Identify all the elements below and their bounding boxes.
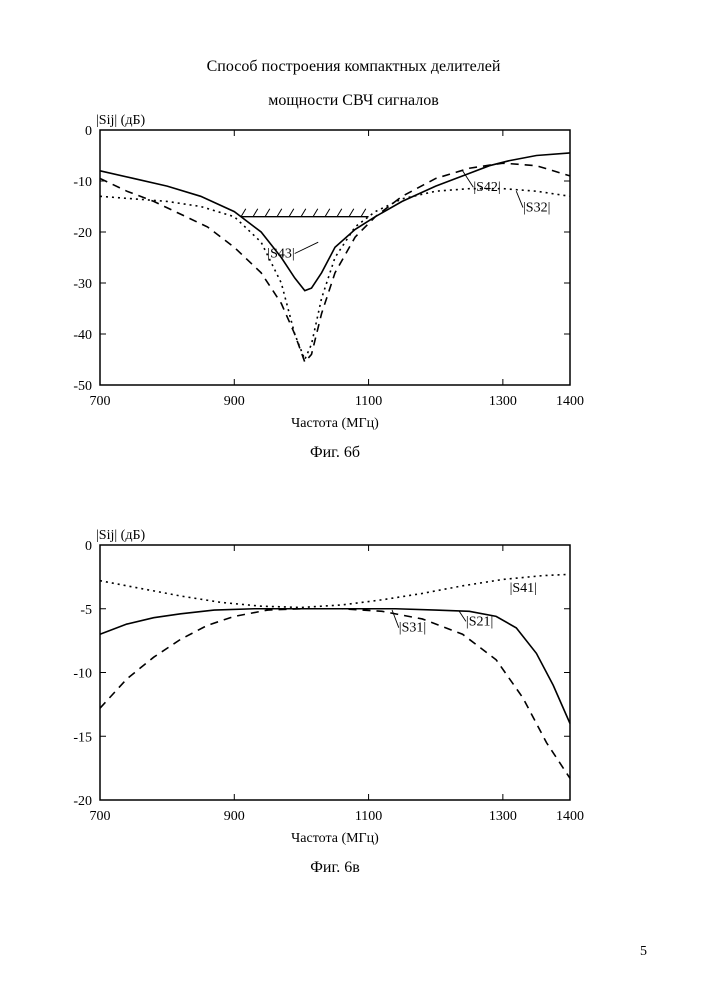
- svg-text:-20: -20: [73, 794, 92, 809]
- svg-text:|S31|: |S31|: [399, 621, 426, 636]
- svg-text:-5: -5: [80, 603, 92, 618]
- svg-text:|S42|: |S42|: [473, 180, 500, 195]
- svg-text:-15: -15: [73, 730, 92, 745]
- svg-text:Фиг. 6б: Фиг. 6б: [310, 444, 360, 461]
- doc-title-line1: Способ построения компактных делителей: [0, 58, 707, 76]
- svg-text:-50: -50: [73, 379, 92, 394]
- svg-text:0: 0: [85, 124, 92, 139]
- svg-text:|S21|: |S21|: [466, 614, 493, 629]
- chart-fig-6b: 700 900 1100 1300 1400 0 -10 -20 -30 -40 -50 |Sij| …: [38, 108, 600, 475]
- svg-text:700: 700: [90, 394, 111, 409]
- svg-text:|S41|: |S41|: [510, 581, 537, 596]
- svg-text:1300: 1300: [489, 809, 517, 824]
- svg-text:|S32|: |S32|: [523, 201, 550, 216]
- svg-text:-40: -40: [73, 328, 92, 343]
- svg-text:|Sij| (дБ): |Sij| (дБ): [96, 113, 145, 128]
- svg-text:700: 700: [90, 809, 111, 824]
- chart-fig-6v: 700 900 1100 1300 1400 0 -5 -10 -15 -20 |Sij| (дБ)…: [38, 523, 600, 890]
- svg-text:1400: 1400: [556, 394, 584, 409]
- svg-text:1400: 1400: [556, 809, 584, 824]
- svg-text:Частота (МГц): Частота (МГц): [291, 831, 379, 846]
- svg-text:0: 0: [85, 539, 92, 554]
- svg-text:900: 900: [224, 394, 245, 409]
- svg-text:-10: -10: [73, 667, 92, 682]
- svg-text:-10: -10: [73, 175, 92, 190]
- page-number: 5: [640, 944, 647, 960]
- svg-text:|S43|: |S43|: [267, 247, 294, 262]
- svg-text:Фиг. 6в: Фиг. 6в: [310, 859, 360, 876]
- svg-text:Частота (МГц): Частота (МГц): [291, 416, 379, 431]
- svg-text:1100: 1100: [355, 394, 382, 409]
- svg-text:|Sij| (дБ): |Sij| (дБ): [96, 528, 145, 543]
- svg-text:-20: -20: [73, 226, 92, 241]
- svg-text:1300: 1300: [489, 394, 517, 409]
- svg-text:900: 900: [224, 809, 245, 824]
- svg-text:1100: 1100: [355, 809, 382, 824]
- page: Способ построения компактных делителей м…: [0, 0, 707, 1000]
- svg-text:-30: -30: [73, 277, 92, 292]
